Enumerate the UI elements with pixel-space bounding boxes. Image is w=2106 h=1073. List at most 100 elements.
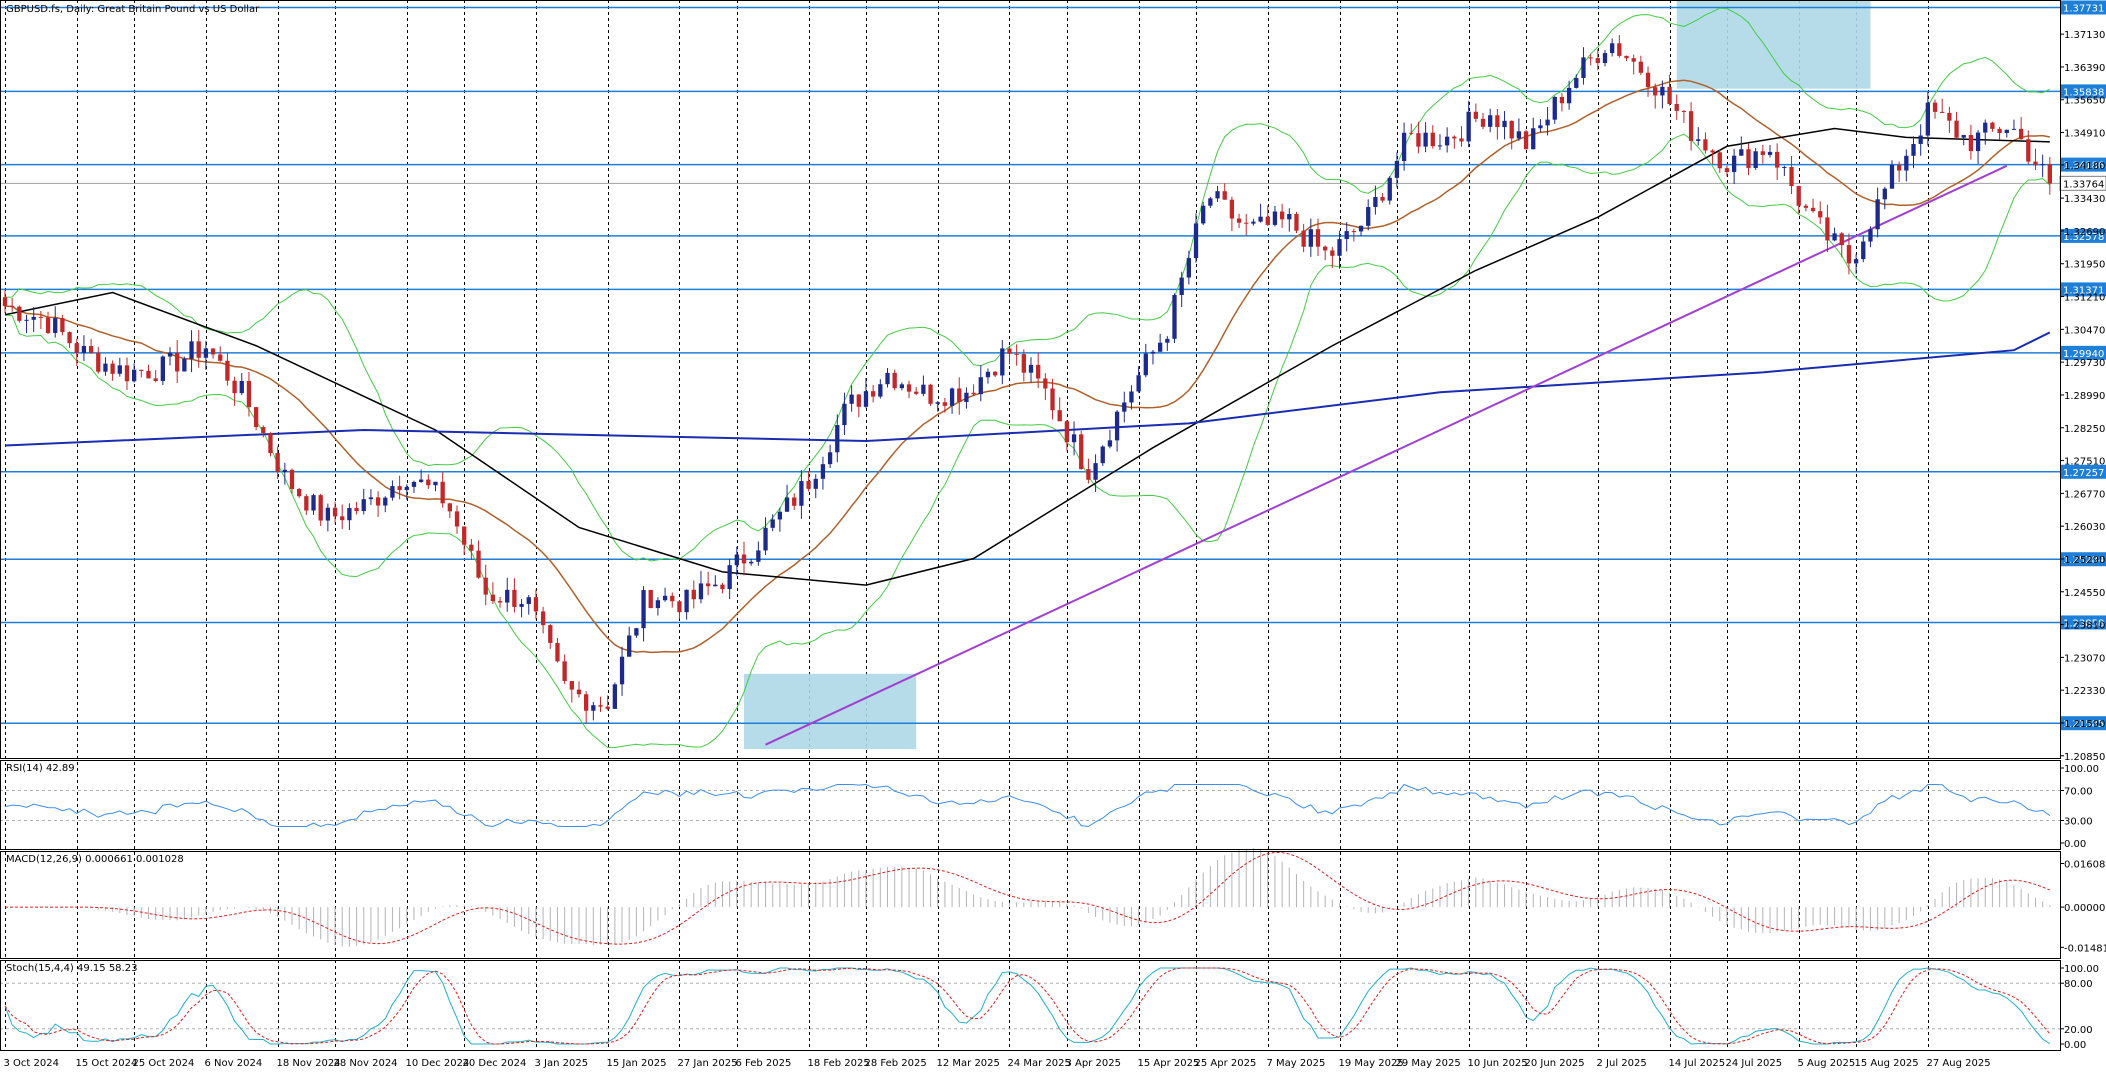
candle[interactable] xyxy=(1502,111,1507,140)
candle[interactable] xyxy=(906,380,912,399)
candle[interactable] xyxy=(1696,127,1701,146)
candle[interactable] xyxy=(684,589,689,620)
candle[interactable] xyxy=(318,493,323,527)
candle[interactable] xyxy=(117,357,122,377)
candle[interactable] xyxy=(1681,110,1687,123)
candle[interactable] xyxy=(1036,352,1041,389)
candle[interactable] xyxy=(2026,130,2031,165)
candle[interactable] xyxy=(512,578,517,613)
candle[interactable] xyxy=(1667,74,1672,106)
candle[interactable] xyxy=(1258,203,1263,223)
candle[interactable] xyxy=(1832,227,1837,242)
candle[interactable] xyxy=(2018,117,2024,140)
candle[interactable] xyxy=(411,480,417,493)
candle[interactable] xyxy=(418,469,424,483)
candle[interactable] xyxy=(1595,49,1600,71)
candle[interactable] xyxy=(619,646,625,696)
candle[interactable] xyxy=(1825,204,1830,253)
candle[interactable] xyxy=(433,481,438,492)
candle[interactable] xyxy=(842,392,847,436)
candle[interactable] xyxy=(727,558,732,600)
candle[interactable] xyxy=(1444,127,1450,153)
candle[interactable] xyxy=(354,501,359,515)
candle[interactable] xyxy=(612,682,618,710)
candle[interactable] xyxy=(1875,187,1880,238)
candle[interactable] xyxy=(1337,230,1342,269)
candle[interactable] xyxy=(74,338,79,366)
candle[interactable] xyxy=(820,456,826,490)
candle[interactable] xyxy=(2047,157,2052,195)
candle[interactable] xyxy=(1179,271,1184,307)
candle[interactable] xyxy=(784,484,790,512)
candle[interactable] xyxy=(698,570,704,604)
candle[interactable] xyxy=(1488,108,1493,133)
candle[interactable] xyxy=(67,331,72,348)
candle[interactable] xyxy=(885,368,890,388)
candle[interactable] xyxy=(634,627,639,638)
candle[interactable] xyxy=(569,680,574,703)
candle[interactable] xyxy=(1653,83,1658,109)
candle[interactable] xyxy=(548,623,553,649)
candle[interactable] xyxy=(1380,193,1385,203)
candle[interactable] xyxy=(505,577,510,612)
candle[interactable] xyxy=(1157,333,1163,352)
candle[interactable] xyxy=(1602,49,1608,67)
candle[interactable] xyxy=(540,606,546,634)
candle[interactable] xyxy=(1660,80,1665,109)
candle[interactable] xyxy=(1007,345,1012,365)
candle[interactable] xyxy=(1724,165,1730,177)
candle[interactable] xyxy=(1846,233,1852,275)
candle[interactable] xyxy=(375,491,381,518)
candle[interactable] xyxy=(24,314,29,334)
candle[interactable] xyxy=(1631,54,1636,75)
candle[interactable] xyxy=(196,330,201,368)
candle[interactable] xyxy=(1509,120,1514,150)
candle[interactable] xyxy=(1358,225,1364,236)
candle[interactable] xyxy=(10,298,15,312)
candles[interactable] xyxy=(2,35,2052,724)
candle[interactable] xyxy=(1775,143,1780,181)
candle[interactable] xyxy=(921,375,926,397)
candle[interactable] xyxy=(1853,254,1859,274)
candle[interactable] xyxy=(368,489,374,505)
candle[interactable] xyxy=(1961,134,1966,146)
candle[interactable] xyxy=(1674,94,1679,120)
candle[interactable] xyxy=(992,370,998,378)
candle[interactable] xyxy=(1208,196,1213,209)
candle[interactable] xyxy=(1071,421,1077,456)
candle[interactable] xyxy=(246,371,252,417)
candle[interactable] xyxy=(189,330,194,373)
candle[interactable] xyxy=(1990,121,1995,132)
candle[interactable] xyxy=(1028,357,1034,383)
candle[interactable] xyxy=(182,356,187,372)
candle[interactable] xyxy=(361,488,366,515)
candle[interactable] xyxy=(1122,391,1127,423)
candle[interactable] xyxy=(1014,344,1019,366)
candle[interactable] xyxy=(1330,246,1335,269)
candle[interactable] xyxy=(1861,235,1866,263)
candle[interactable] xyxy=(2004,129,2009,138)
candle[interactable] xyxy=(1050,378,1055,420)
candle[interactable] xyxy=(325,503,331,532)
candle[interactable] xyxy=(239,373,244,396)
candle[interactable] xyxy=(210,348,216,359)
candle[interactable] xyxy=(1000,339,1005,385)
candle[interactable] xyxy=(648,589,653,609)
candle[interactable] xyxy=(978,365,983,402)
candle[interactable] xyxy=(1925,91,1931,146)
candle[interactable] xyxy=(1315,218,1321,256)
candle[interactable] xyxy=(1997,126,2002,140)
candle[interactable] xyxy=(1301,223,1306,253)
candle[interactable] xyxy=(1904,149,1909,182)
candle[interactable] xyxy=(261,425,266,438)
candle[interactable] xyxy=(1559,93,1565,112)
candle[interactable] xyxy=(347,503,352,531)
candle[interactable] xyxy=(914,387,919,396)
candle[interactable] xyxy=(268,432,273,457)
candle[interactable] xyxy=(1531,117,1536,150)
candle[interactable] xyxy=(1473,103,1478,123)
candle[interactable] xyxy=(849,385,854,412)
candle[interactable] xyxy=(1043,373,1048,401)
candle[interactable] xyxy=(1789,155,1794,195)
candle[interactable] xyxy=(627,626,632,657)
